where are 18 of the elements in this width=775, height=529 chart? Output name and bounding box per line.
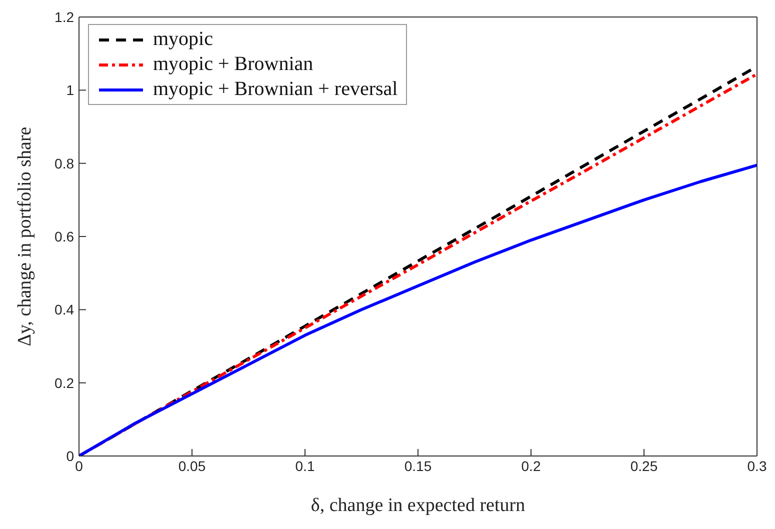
x-tick-label: 0.25 (630, 458, 658, 474)
y-tick-label: 1 (66, 82, 74, 98)
x-axis-title: δ, change in expected return (310, 495, 526, 516)
legend-label: myopic + Brownian (153, 52, 314, 77)
legend-label: myopic (153, 27, 213, 52)
y-tick-label: 1.2 (54, 8, 74, 25)
x-tick-label: 0.2 (521, 458, 541, 474)
y-axis-title: Δy, change in portfolio share (14, 126, 36, 346)
y-tick-label: 0.4 (54, 302, 74, 318)
y-tick-label: 0.2 (54, 374, 74, 391)
x-tick-label: 0.1 (295, 458, 315, 474)
x-tick-label: 0.3 (747, 458, 767, 474)
y-tick-label: 0 (66, 448, 74, 464)
y-tick-label: 0.8 (54, 155, 74, 172)
y-tick-label: 0.6 (54, 228, 74, 244)
x-tick-label: 0.05 (178, 458, 206, 474)
legend-label: myopic + Brownian + reversal (153, 77, 398, 102)
x-tick-label: 0.15 (404, 458, 432, 474)
